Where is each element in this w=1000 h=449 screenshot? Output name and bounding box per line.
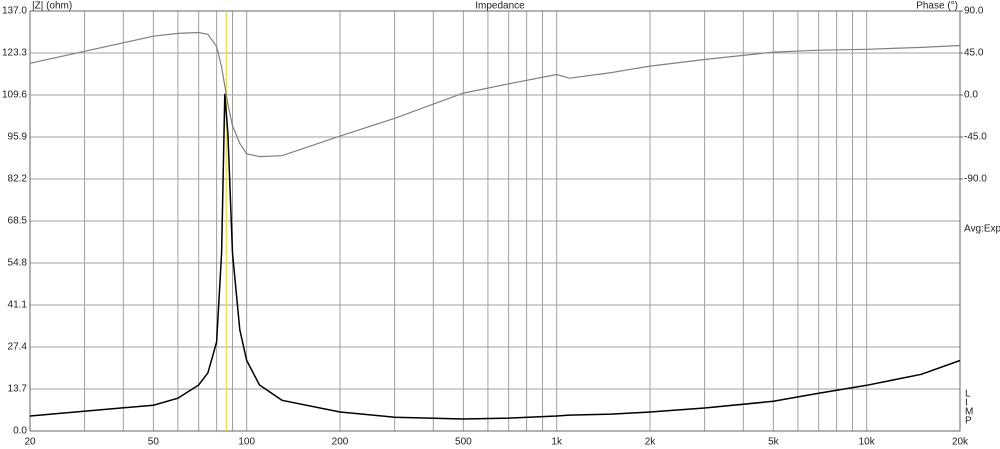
y-tick-label: 0.0	[13, 426, 27, 437]
y2-tick-label: 45.0	[964, 48, 984, 59]
x-tick-label: 100	[238, 437, 255, 448]
mode-letter: L	[965, 389, 971, 400]
y-tick-label: 109.6	[2, 90, 27, 101]
x-tick-label: 5k	[768, 437, 780, 448]
x-tick-label: 1k	[551, 437, 563, 448]
mode-letter: I	[965, 398, 968, 409]
x-tick-label: 2k	[645, 437, 657, 448]
series-line	[29, 93, 961, 420]
x-tick-label: 50	[148, 437, 160, 448]
y-tick-label: 95.9	[8, 132, 28, 143]
y-axis-label: |Z| (ohm)	[32, 1, 72, 12]
y-tick-label: 68.5	[8, 216, 28, 227]
y-tick-label: 27.4	[8, 342, 28, 353]
y-tick-label: 54.8	[8, 258, 28, 269]
y2-tick-label: 90.0	[964, 6, 984, 17]
x-tick-label: 200	[332, 437, 349, 448]
y-tick-label: 123.3	[2, 48, 27, 59]
x-tick-label: 20	[24, 437, 36, 448]
mode-letter: M	[965, 407, 973, 418]
chart-title: Impedance	[475, 1, 525, 12]
series-line	[29, 31, 961, 158]
y-tick-label: 13.7	[8, 384, 28, 395]
x-tick-label: 500	[455, 437, 472, 448]
y2-tick-label: 0.0	[964, 90, 978, 101]
y-tick-label: 137.0	[2, 6, 27, 17]
plot-frame	[29, 10, 961, 432]
y-tick-label: 41.1	[8, 300, 28, 311]
x-tick-label: 10k	[859, 437, 876, 448]
side-label: Avg:Exp	[964, 224, 1000, 235]
y2-axis-label: Phase (°)	[916, 1, 958, 12]
y2-tick-label: -45.0	[964, 132, 987, 143]
mode-letter: P	[965, 416, 972, 427]
x-tick-label: 20k	[952, 437, 969, 448]
y-tick-label: 82.2	[8, 174, 28, 185]
y2-tick-label: -90.0	[964, 174, 987, 185]
